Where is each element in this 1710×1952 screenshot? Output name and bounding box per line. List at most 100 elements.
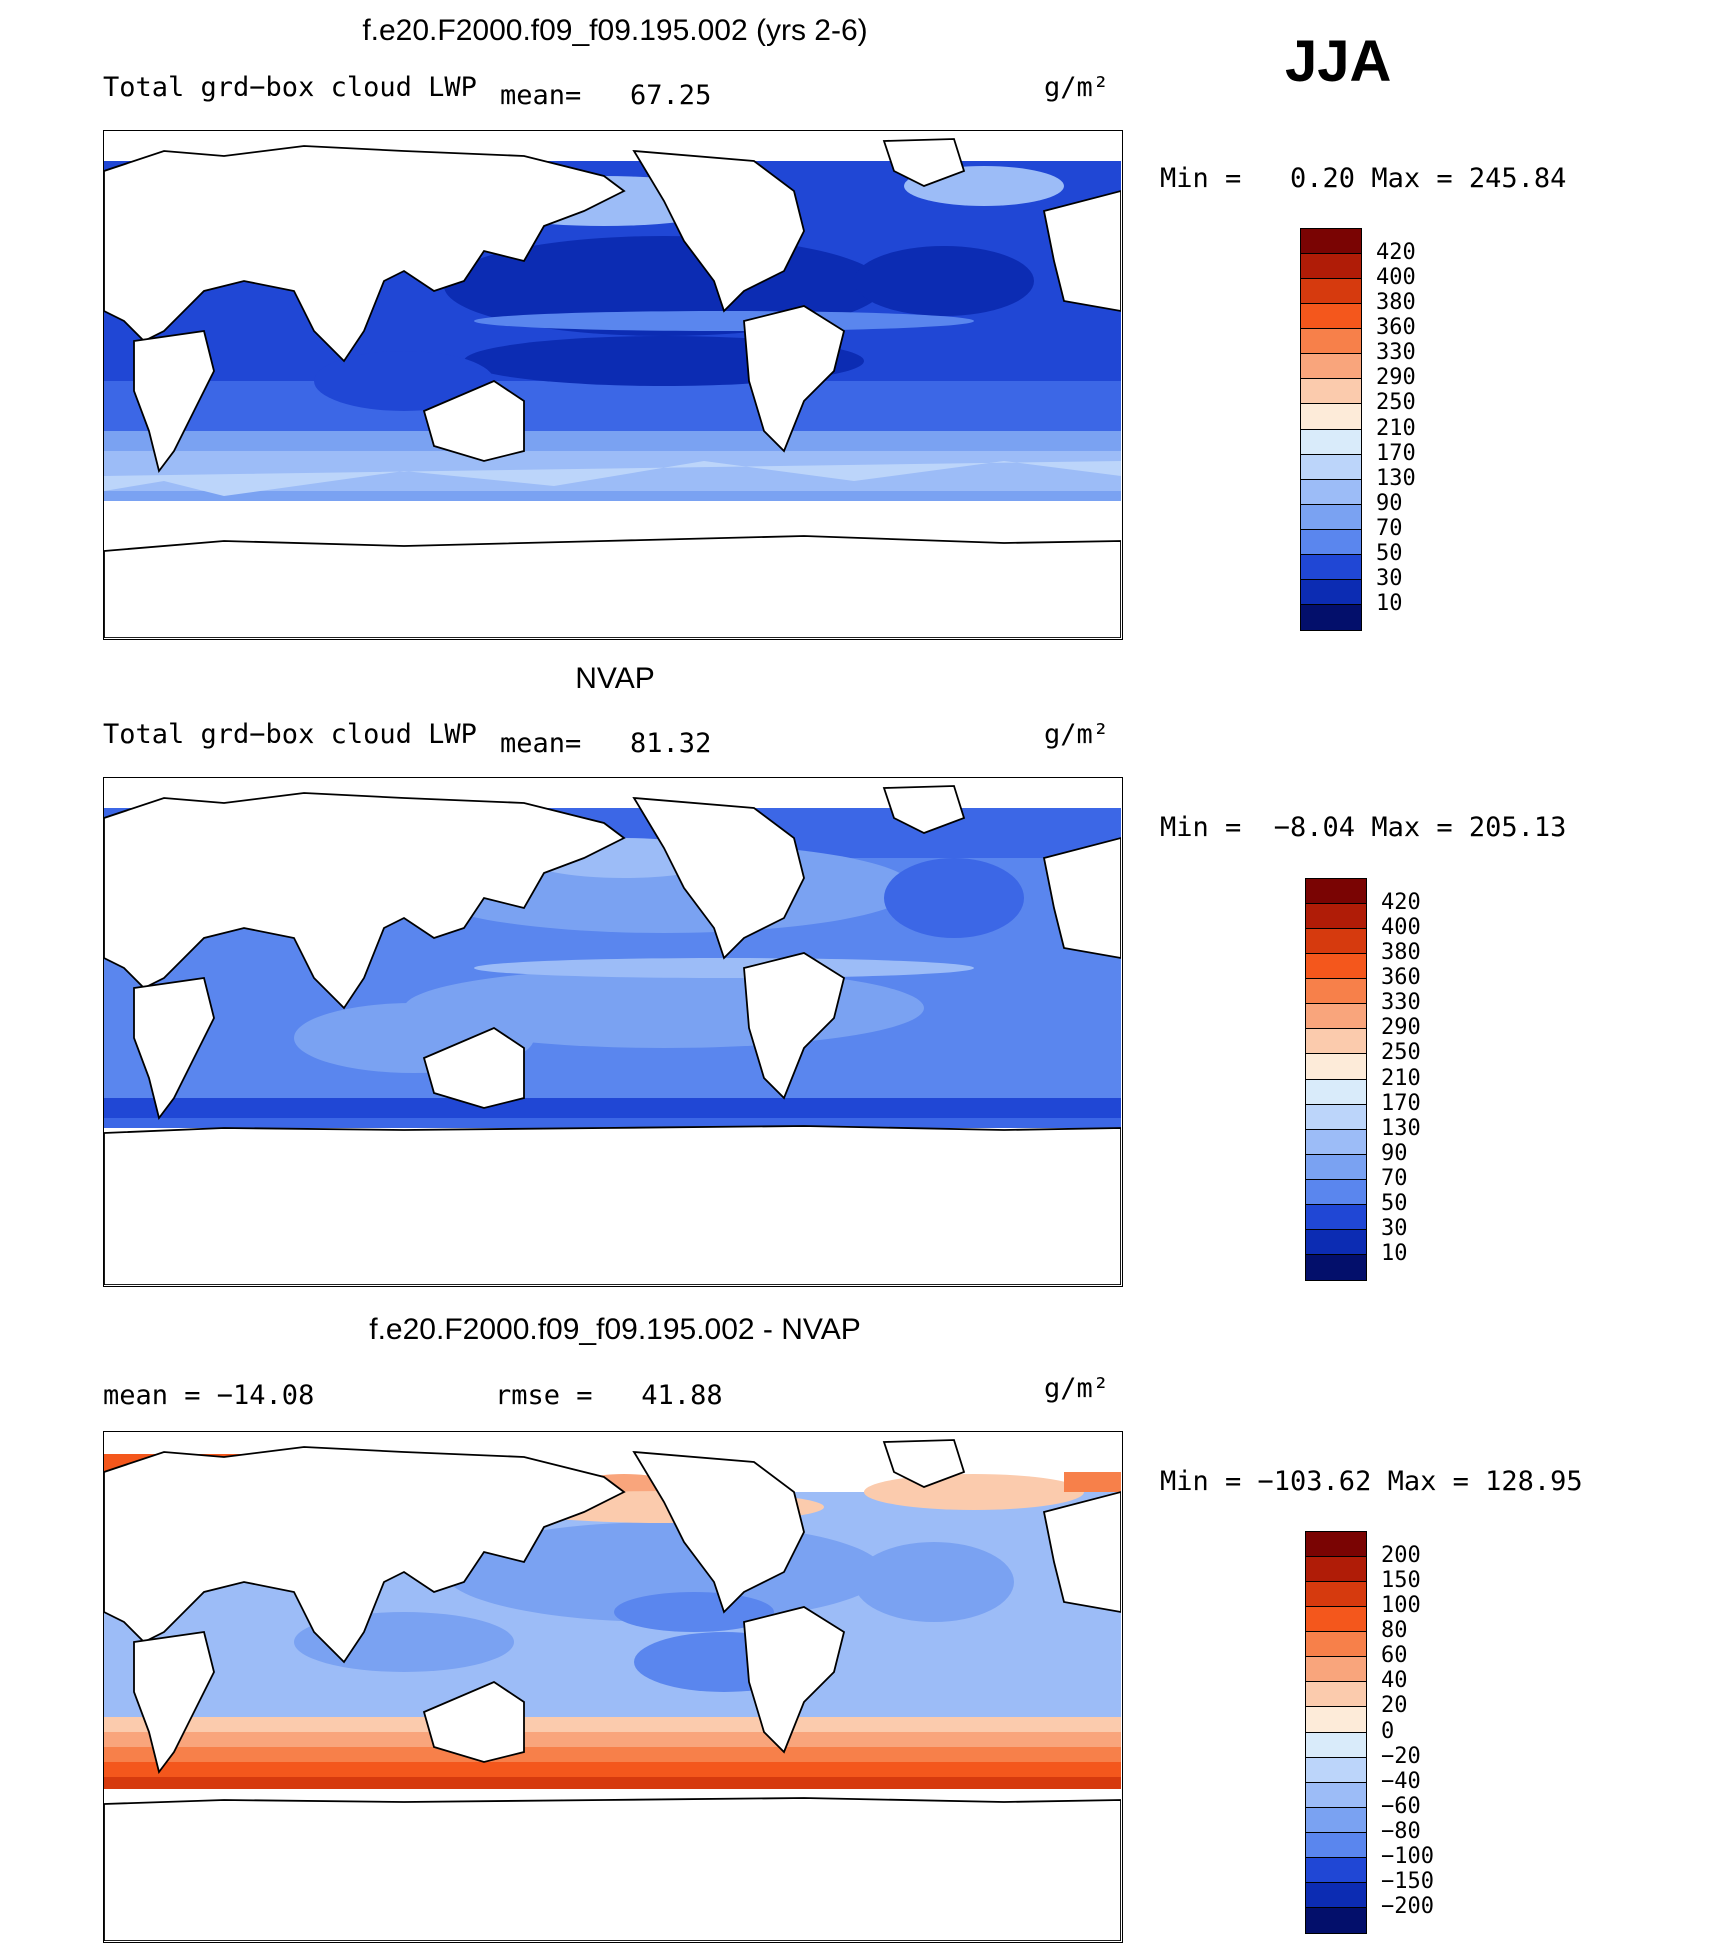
panel2-land	[104, 785, 1121, 1285]
colorbar-box	[1301, 429, 1361, 455]
colorbar-tick-label: 330	[1376, 340, 1416, 366]
colorbar-box	[1301, 604, 1361, 630]
colorbar-tick-label: −20	[1381, 1743, 1421, 1769]
colorbar-box	[1301, 454, 1361, 480]
colorbar-tick-label: 360	[1381, 965, 1421, 991]
colorbar-box	[1306, 1179, 1366, 1205]
colorbar-tick-label: 290	[1376, 365, 1416, 391]
colorbar-tick-label: −100	[1381, 1843, 1434, 1869]
colorbar-box	[1306, 1104, 1366, 1130]
colorbar-tick-label: 50	[1376, 540, 1403, 566]
panel2-map-svg	[104, 778, 1121, 1285]
colorbar-tick-label: 90	[1376, 490, 1403, 516]
colorbar-box	[1306, 1782, 1366, 1808]
colorbar-tick-label: 50	[1381, 1190, 1408, 1216]
panel1-mean: mean= 67.25	[500, 80, 712, 111]
colorbar-box	[1306, 929, 1366, 955]
colorbar-box	[1301, 329, 1361, 355]
colorbar-tick-label: −150	[1381, 1868, 1434, 1894]
colorbar-box	[1301, 354, 1361, 380]
colorbar-box	[1306, 1532, 1366, 1558]
colorbar-box	[1306, 1229, 1366, 1255]
colorbar-box	[1306, 1582, 1366, 1608]
colorbar-box	[1301, 404, 1361, 430]
colorbar-box	[1306, 1607, 1366, 1633]
colorbar-box	[1306, 1707, 1366, 1733]
colorbar-box	[1306, 1254, 1366, 1280]
colorbar-tick-label: −40	[1381, 1768, 1421, 1794]
colorbar-box	[1306, 1732, 1366, 1758]
colorbar-box	[1306, 1857, 1366, 1883]
colorbar-box	[1306, 1632, 1366, 1658]
colorbar-box	[1306, 1079, 1366, 1105]
colorbar-tick-label: 90	[1381, 1140, 1408, 1166]
panel1-map-svg	[104, 131, 1121, 638]
colorbar-tick-label: 200	[1381, 1543, 1421, 1569]
panel3-units: g/m²	[1044, 1373, 1110, 1404]
colorbar-tick-label: −80	[1381, 1818, 1421, 1844]
colorbar-tick-label: 420	[1381, 890, 1421, 916]
colorbar-box	[1306, 1907, 1366, 1933]
colorbar-tick-label: 150	[1381, 1568, 1421, 1594]
panel1-title: f.e20.F2000.f09_f09.195.002 (yrs 2-6)	[362, 14, 868, 47]
colorbar-tick-label: 380	[1381, 940, 1421, 966]
panel3-minmax: Min = −103.62 Max = 128.95	[1160, 1466, 1583, 1497]
colorbar-tick-label: 360	[1376, 315, 1416, 341]
colorbar-tick-label: 40	[1381, 1668, 1408, 1694]
colorbar-tick-label: 400	[1376, 265, 1416, 291]
colorbar-tick-label: 250	[1381, 1040, 1421, 1066]
colorbar-tick-label: 30	[1381, 1215, 1408, 1241]
panel1-map	[103, 130, 1123, 640]
colorbar-tick-label: 100	[1381, 1593, 1421, 1619]
colorbar-tick-label: 20	[1381, 1693, 1408, 1719]
colorbar-box	[1306, 1154, 1366, 1180]
colorbar-box	[1306, 1682, 1366, 1708]
colorbar-box	[1301, 229, 1361, 255]
colorbar-box	[1306, 1807, 1366, 1833]
colorbar-box	[1306, 1029, 1366, 1055]
colorbar-box	[1306, 1557, 1366, 1583]
panel3-rmse: rmse = 41.88	[495, 1380, 723, 1411]
colorbar-tick-label: 60	[1381, 1643, 1408, 1669]
colorbar-tick-label: 380	[1376, 290, 1416, 316]
colorbar-tick-label: 330	[1381, 990, 1421, 1016]
colorbar-tick-label: −60	[1381, 1793, 1421, 1819]
panel2-variable-label: Total grd−box cloud LWP	[103, 719, 477, 750]
colorbar-box	[1301, 529, 1361, 555]
colorbar-box	[1306, 879, 1366, 905]
colorbar-box	[1306, 1204, 1366, 1230]
colorbar-tick-label: 70	[1376, 515, 1403, 541]
panel2-mean: mean= 81.32	[500, 728, 712, 759]
panel3-land	[104, 1439, 1121, 1941]
colorbar-tick-label: 170	[1376, 440, 1416, 466]
colorbar-tick-label: 0	[1381, 1718, 1395, 1744]
panel1-colorbar	[1300, 228, 1362, 631]
colorbar-box	[1306, 1129, 1366, 1155]
panel2-title: NVAP	[575, 662, 655, 695]
colorbar-tick-label: 250	[1376, 390, 1416, 416]
panel1-land	[104, 138, 1121, 638]
panel1-units: g/m²	[1044, 72, 1110, 103]
colorbar-tick-label: 290	[1381, 1015, 1421, 1041]
panel1-variable-label: Total grd−box cloud LWP	[103, 72, 477, 103]
colorbar-box	[1306, 904, 1366, 930]
colorbar-tick-label: 420	[1376, 240, 1416, 266]
colorbar-box	[1306, 1004, 1366, 1030]
colorbar-tick-label: 170	[1381, 1090, 1421, 1116]
colorbar-box	[1301, 504, 1361, 530]
colorbar-box	[1301, 479, 1361, 505]
colorbar-tick-label: 210	[1381, 1065, 1421, 1091]
colorbar-box	[1301, 304, 1361, 330]
colorbar-tick-label: 130	[1381, 1115, 1421, 1141]
colorbar-tick-label: 10	[1376, 590, 1403, 616]
colorbar-box	[1306, 1657, 1366, 1683]
colorbar-tick-label: 70	[1381, 1165, 1408, 1191]
panel2-colorbar	[1305, 878, 1367, 1281]
panel3-colorbar	[1305, 1531, 1367, 1934]
panel3-map	[103, 1431, 1123, 1943]
colorbar-box	[1301, 579, 1361, 605]
colorbar-tick-label: 210	[1376, 415, 1416, 441]
colorbar-box	[1306, 1757, 1366, 1783]
colorbar-tick-label: 400	[1381, 915, 1421, 941]
colorbar-tick-label: −200	[1381, 1893, 1434, 1919]
